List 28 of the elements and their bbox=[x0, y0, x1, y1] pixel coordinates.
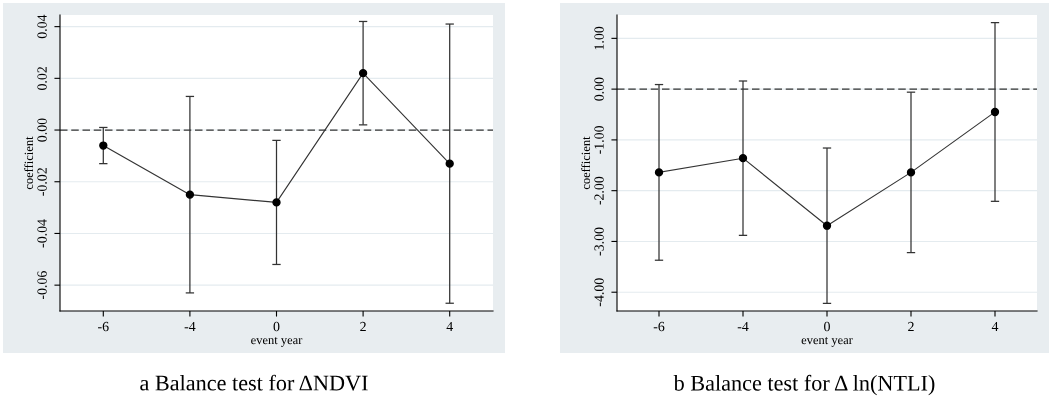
y-axis-title: coefficient bbox=[24, 136, 34, 190]
y-axis-title: coefficient bbox=[581, 136, 591, 190]
x-axis-title: event year bbox=[801, 337, 853, 347]
x-tick-label: 4 bbox=[446, 321, 453, 332]
y-tick-label: -2.00 bbox=[594, 176, 604, 205]
x-tick-label: 2 bbox=[908, 321, 914, 332]
y-tick-label: -0.06 bbox=[37, 271, 47, 300]
x-tick-label: 2 bbox=[360, 321, 366, 332]
y-tick-label: 0.02 bbox=[37, 66, 47, 90]
y-tick-label: -3.00 bbox=[594, 227, 604, 256]
x-tick-label: 4 bbox=[991, 321, 999, 332]
y-tick-label: 0.04 bbox=[37, 14, 47, 39]
y-tick-label: 1.00 bbox=[594, 26, 604, 50]
x-tick-label: -4 bbox=[737, 321, 749, 332]
x-axis-title: event year bbox=[251, 337, 303, 347]
x-tick-label: -6 bbox=[653, 321, 665, 332]
text: a Balance test for ΔNDVI bbox=[140, 374, 368, 391]
x-tick-label: -4 bbox=[184, 321, 196, 332]
y-tick-label: -1.00 bbox=[594, 125, 604, 154]
y-tick-label: 0.00 bbox=[37, 118, 47, 142]
y-tick-label: -0.02 bbox=[37, 168, 47, 196]
y-tick-label: 0.00 bbox=[594, 77, 604, 101]
y-tick-label: -4.00 bbox=[594, 278, 604, 307]
x-tick-label: 0 bbox=[824, 321, 830, 332]
y-tick-label: -0.04 bbox=[37, 219, 47, 248]
x-tick-label: -6 bbox=[98, 321, 109, 332]
x-tick-label: 0 bbox=[273, 321, 280, 332]
text: b Balance test for Δ ln(NTLI) bbox=[673, 374, 935, 396]
